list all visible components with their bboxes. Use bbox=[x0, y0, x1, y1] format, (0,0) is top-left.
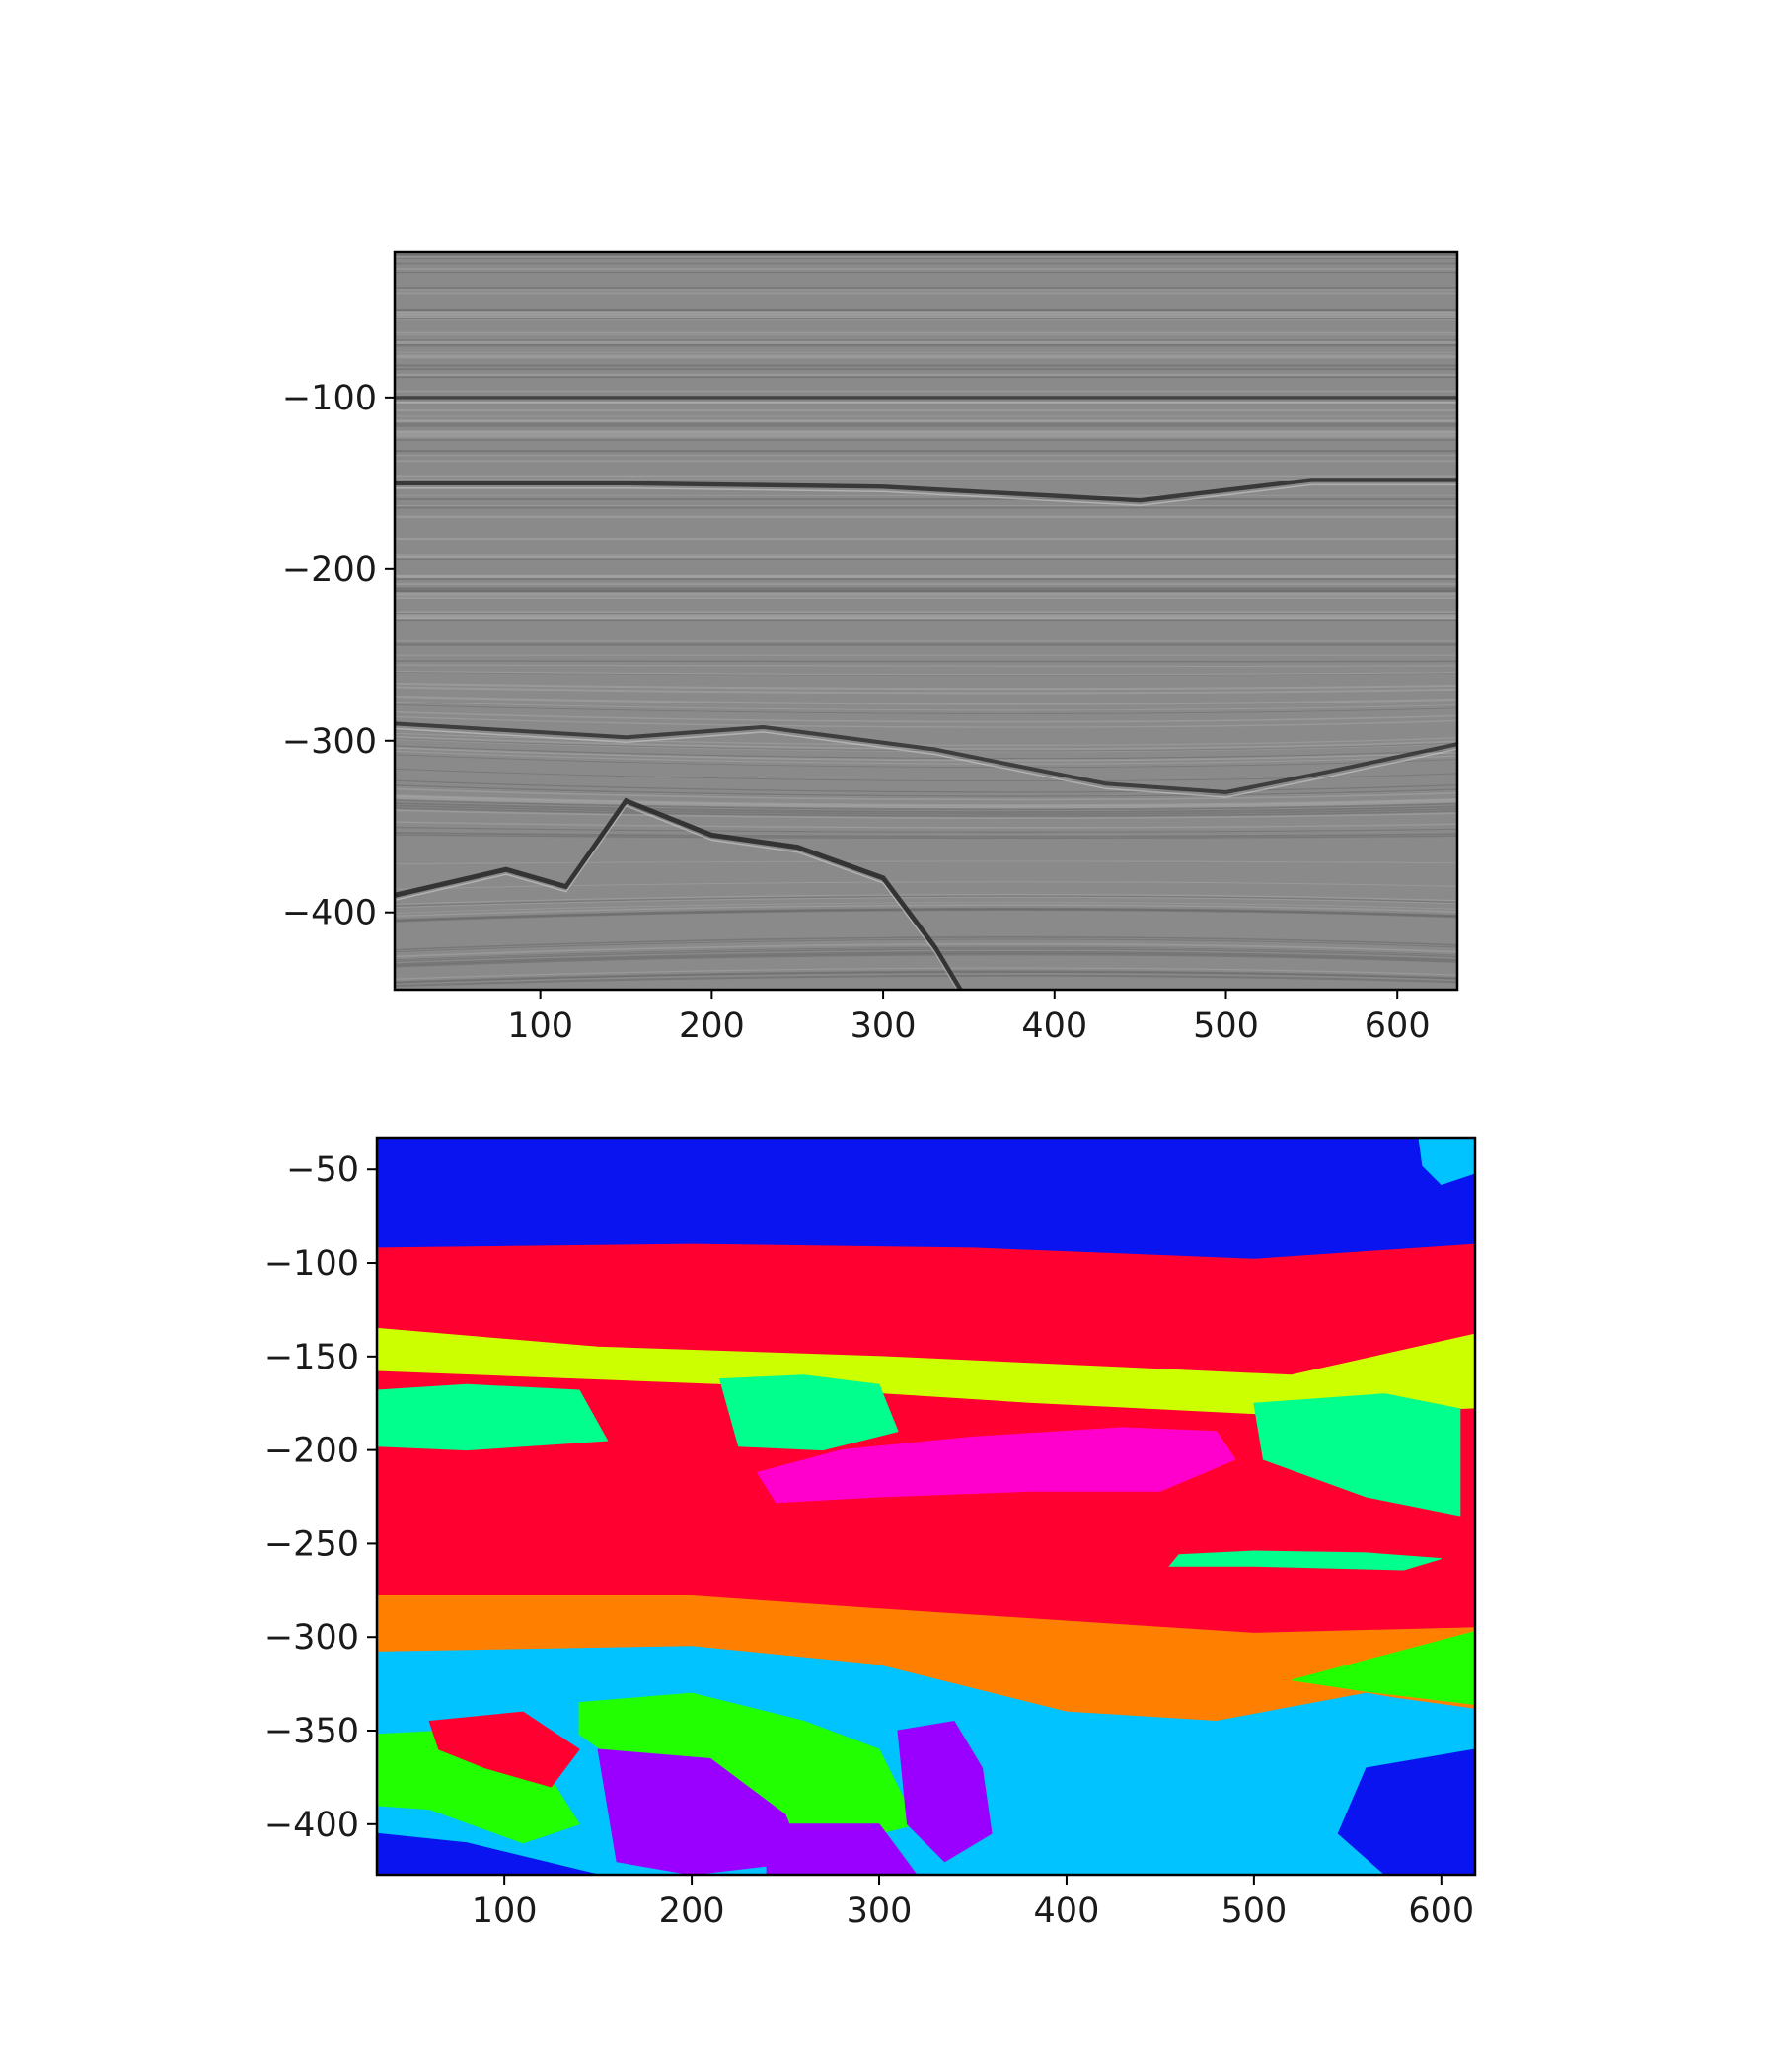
seismic-layer bbox=[395, 660, 1457, 663]
x-tick-label: 200 bbox=[659, 1891, 725, 1931]
seismic-layer bbox=[395, 710, 1457, 723]
class-region bbox=[1291, 1630, 1475, 1706]
seismic-layer bbox=[395, 746, 1457, 762]
seismic-layer bbox=[395, 735, 1457, 750]
class-region bbox=[377, 1383, 609, 1451]
seismic-layer bbox=[395, 754, 1457, 769]
seismic-layer bbox=[395, 943, 1457, 958]
seismic-layer bbox=[395, 826, 1457, 833]
x-tick-label: 500 bbox=[1221, 1891, 1287, 1931]
seismic-layer bbox=[395, 799, 1457, 811]
seismic-layer bbox=[395, 907, 1457, 922]
y-tick-label: −350 bbox=[264, 1712, 359, 1751]
seismic-panel: 100 200 300 400 500 600 −100 −200 −300 −400 bbox=[282, 250, 1459, 1046]
seismic-layer bbox=[395, 974, 1457, 988]
class-region bbox=[428, 1711, 580, 1788]
y-tick-label: −200 bbox=[282, 551, 377, 590]
y-tick-label: −250 bbox=[264, 1524, 359, 1564]
class-region bbox=[756, 1427, 1236, 1504]
x-tick-label: 100 bbox=[472, 1891, 538, 1931]
y-tick-label: −300 bbox=[264, 1618, 359, 1658]
seismic-layer bbox=[395, 938, 1457, 953]
x-tick-label: 600 bbox=[1408, 1891, 1474, 1931]
seismic-horizon-highlight bbox=[395, 483, 1457, 506]
seismic-layer bbox=[395, 948, 1457, 963]
x-tick-label: 400 bbox=[1021, 1006, 1087, 1046]
plot-frame bbox=[393, 250, 1459, 992]
y-tick-label: −50 bbox=[286, 1150, 359, 1190]
class-region bbox=[1253, 1393, 1461, 1517]
seismic-layer bbox=[395, 695, 1457, 705]
class-region bbox=[377, 1138, 1475, 1260]
seismic-layer bbox=[395, 952, 1457, 968]
seismic-layer bbox=[395, 745, 1457, 761]
seismic-layer bbox=[395, 909, 1457, 923]
seismic-layer bbox=[395, 785, 1457, 798]
y-tick-label: −150 bbox=[264, 1338, 359, 1377]
x-tick-label: 300 bbox=[851, 1006, 917, 1046]
seismic-layer bbox=[395, 715, 1457, 728]
class-region bbox=[1168, 1550, 1442, 1571]
seismic-layer bbox=[395, 971, 1457, 984]
seismic-horizon bbox=[395, 721, 1457, 795]
seismic-layer bbox=[395, 832, 1457, 838]
plot-frame bbox=[375, 1136, 1477, 1877]
class-region bbox=[1337, 1748, 1475, 1875]
seismic-layer bbox=[395, 967, 1457, 980]
seismic-layer bbox=[395, 951, 1457, 966]
seismic-layer bbox=[395, 787, 1457, 801]
class-region bbox=[377, 1832, 599, 1875]
x-tick-label: 200 bbox=[679, 1006, 745, 1046]
seismic-layer bbox=[395, 672, 1457, 676]
seismic-layer bbox=[395, 936, 1457, 951]
y-tick-label: −100 bbox=[264, 1244, 359, 1284]
seismic-layer bbox=[395, 904, 1457, 918]
seismic-layer bbox=[395, 701, 1457, 711]
class-region bbox=[718, 1374, 899, 1451]
y-tick-label: −300 bbox=[282, 722, 377, 762]
class-region bbox=[897, 1720, 993, 1863]
x-tick-label: 400 bbox=[1034, 1891, 1100, 1931]
seismic-layer bbox=[395, 784, 1457, 798]
y-tick-label: −400 bbox=[282, 894, 377, 933]
classification-image bbox=[377, 1138, 1475, 1875]
seismic-horizon bbox=[395, 797, 963, 990]
seismic-layer bbox=[395, 682, 1457, 691]
x-tick-label: 500 bbox=[1193, 1006, 1259, 1046]
seismic-layer bbox=[395, 738, 1457, 753]
class-region bbox=[766, 1823, 918, 1875]
y-tick-label: −200 bbox=[264, 1432, 359, 1471]
seismic-layer bbox=[395, 821, 1457, 829]
x-tick-label: 300 bbox=[847, 1891, 913, 1931]
class-region bbox=[1418, 1138, 1475, 1185]
x-tick-label: 600 bbox=[1365, 1006, 1431, 1046]
seismic-layer bbox=[395, 802, 1457, 813]
classification-panel: 100 200 300 400 500 600 −50 −100 −150 −200 −250 −30… bbox=[264, 1136, 1477, 1931]
seismic-layer bbox=[395, 946, 1457, 961]
y-tick-label: −400 bbox=[264, 1806, 359, 1845]
seismic-layer bbox=[395, 804, 1457, 815]
seismic-layer bbox=[395, 670, 1457, 676]
seismic-layer bbox=[395, 834, 1457, 839]
seismic-layer bbox=[395, 704, 1457, 714]
y-tick-label: −100 bbox=[282, 379, 377, 418]
seismic-layer bbox=[395, 881, 1457, 890]
seismic-layer bbox=[395, 807, 1457, 817]
x-tick-label: 100 bbox=[507, 1006, 573, 1046]
seismic-layer bbox=[395, 779, 1457, 793]
seismic-horizon bbox=[395, 478, 1457, 503]
seismic-image bbox=[395, 252, 1457, 990]
seismic-horizon-highlight bbox=[395, 804, 959, 990]
seismic-layer bbox=[395, 809, 1457, 819]
seismic-layer bbox=[395, 797, 1457, 810]
seismic-horizon-highlight bbox=[395, 727, 1457, 798]
seismic-layer bbox=[395, 686, 1457, 695]
seismic-layer bbox=[395, 860, 1457, 865]
seismic-layer bbox=[395, 750, 1457, 765]
seismic-layer bbox=[395, 795, 1457, 808]
